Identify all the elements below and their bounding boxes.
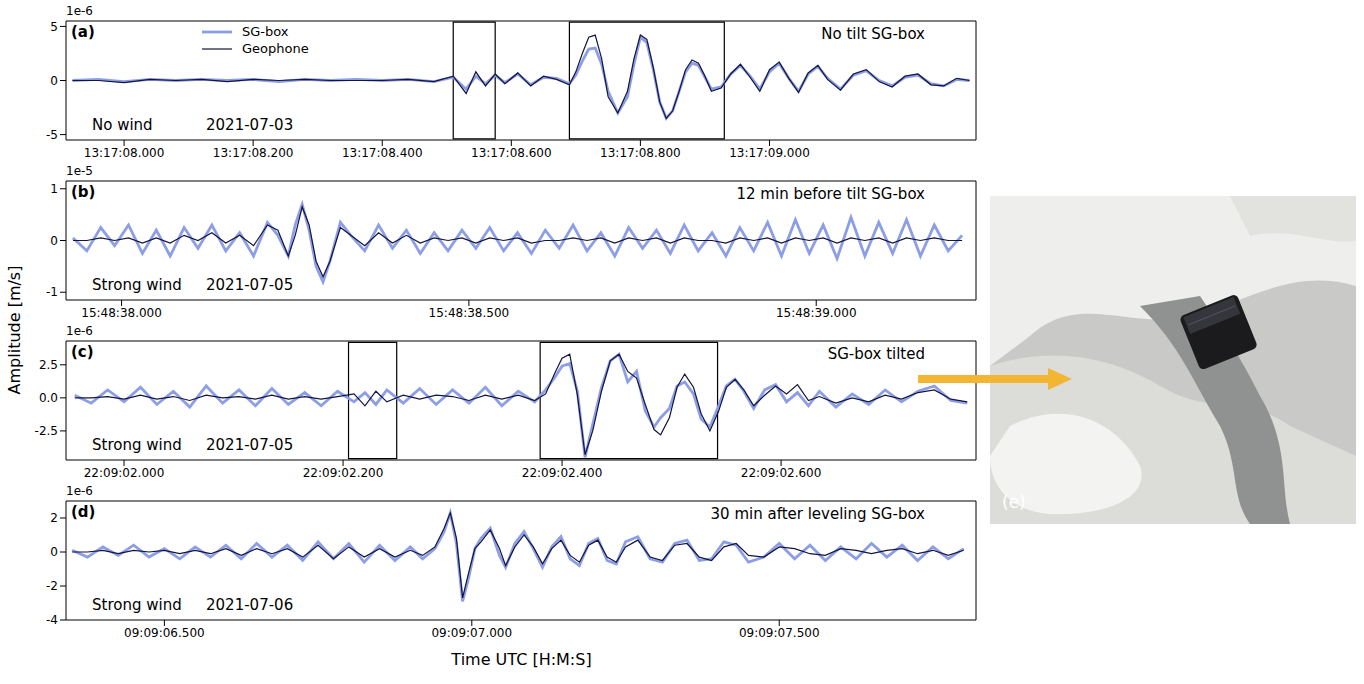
html-text:(a): (a)	[71, 23, 95, 41]
html-text:SG-box tilted: SG-box tilted	[827, 345, 925, 363]
html-text:1e-6: 1e-6	[66, 324, 93, 338]
svg-text:09:09:06.500: 09:09:06.500	[124, 626, 205, 640]
html-text:(d): (d)	[71, 503, 96, 521]
svg-text:22:09:02.600: 22:09:02.600	[741, 466, 822, 480]
svg-text:22:09:02.200: 22:09:02.200	[303, 466, 384, 480]
svg-text:(e): (e)	[1002, 492, 1026, 512]
html-text:No tilt SG-box: No tilt SG-box	[821, 25, 925, 43]
html-text:2021-07-05: 2021-07-05	[206, 276, 294, 294]
html-text:1e-6: 1e-6	[66, 484, 93, 498]
html-text:(c): (c)	[71, 343, 94, 361]
svg-text:0: 0	[50, 74, 58, 88]
svg-text:0: 0	[50, 234, 58, 248]
html-text:Strong wind: Strong wind	[92, 436, 182, 454]
svg-text:13:17:08.600: 13:17:08.600	[471, 146, 552, 160]
svg-text:13:17:08.200: 13:17:08.200	[213, 146, 294, 160]
html-text:Geophone: Geophone	[242, 41, 309, 56]
html-text:Strong wind: Strong wind	[92, 276, 182, 294]
svg-text:2: 2	[50, 511, 58, 525]
html-text:30 min after leveling SG-box: 30 min after leveling SG-box	[710, 505, 925, 523]
svg-text:09:09:07.000: 09:09:07.000	[431, 626, 512, 640]
html-text:12 min before tilt SG-box: 12 min before tilt SG-box	[736, 185, 925, 203]
svg-text:13:17:08.000: 13:17:08.000	[84, 146, 165, 160]
html-text:Strong wind: Strong wind	[92, 596, 182, 614]
svg-text:0: 0	[50, 545, 58, 559]
svg-text:-5: -5	[46, 128, 58, 142]
svg-text:13:17:08.400: 13:17:08.400	[342, 146, 423, 160]
html-text:2021-07-06: 2021-07-06	[206, 596, 294, 614]
html-text:2021-07-03: 2021-07-03	[206, 116, 294, 134]
svg-text:2.5: 2.5	[39, 358, 58, 372]
svg-text:09:09:07.500: 09:09:07.500	[739, 626, 820, 640]
html-text:2021-07-05: 2021-07-05	[206, 436, 294, 454]
svg-text:15:48:39.000: 15:48:39.000	[776, 306, 857, 320]
svg-text:15:48:38.500: 15:48:38.500	[429, 306, 510, 320]
svg-text:22:09:02.000: 22:09:02.000	[84, 466, 165, 480]
html-text:SG-box: SG-box	[242, 24, 289, 39]
svg-text:-2.5: -2.5	[35, 424, 58, 438]
svg-text:1: 1	[50, 182, 58, 196]
svg-text:13:17:09.000: 13:17:09.000	[729, 146, 810, 160]
svg-text:-1: -1	[46, 285, 58, 299]
svg-text:22:09:02.400: 22:09:02.400	[522, 466, 603, 480]
html-text:Amplitude [m/s]: Amplitude [m/s]	[4, 265, 24, 395]
svg-text:13:17:08.800: 13:17:08.800	[600, 146, 681, 160]
html-text:(b): (b)	[71, 183, 96, 201]
svg-text:5: 5	[50, 20, 58, 34]
svg-text:0.0: 0.0	[39, 391, 58, 405]
html-text:1e-5: 1e-5	[66, 164, 93, 178]
svg-text:15:48:38.000: 15:48:38.000	[81, 306, 162, 320]
svg-text:-2: -2	[46, 579, 58, 593]
svg-text:-4: -4	[46, 613, 58, 627]
html-text:Time UTC [H:M:S]: Time UTC [H:M:S]	[451, 650, 592, 669]
html-text:1e-6: 1e-6	[66, 4, 93, 18]
html-text:No wind: No wind	[92, 116, 153, 134]
